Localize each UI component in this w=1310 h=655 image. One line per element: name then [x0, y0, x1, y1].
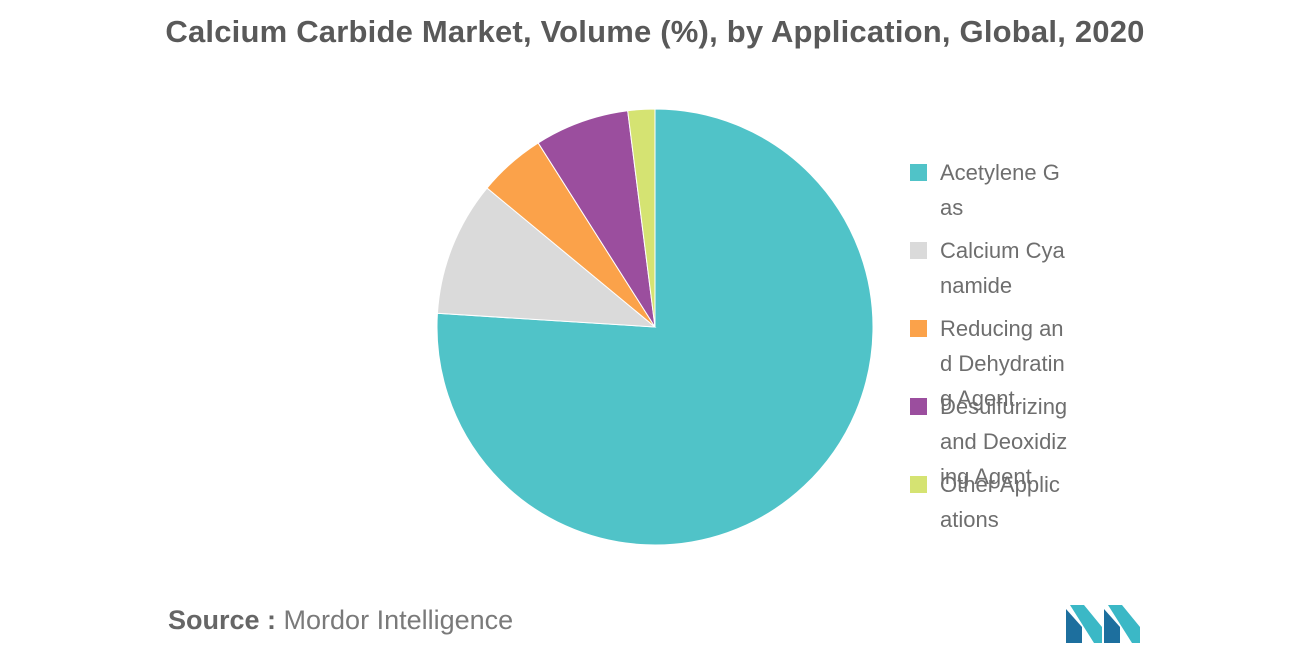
chart-title: Calcium Carbide Market, Volume (%), by A… — [165, 14, 1145, 49]
logo-shape-4 — [1108, 605, 1140, 643]
legend-swatch — [910, 320, 927, 337]
source-text: Mordor Intelligence — [283, 605, 514, 635]
legend-label: Reducing and Dehydrating Agent — [940, 316, 1065, 411]
legend-swatch — [910, 476, 927, 493]
legend-label: Calcium Cyanamide — [940, 238, 1065, 298]
pie-slice-other-applications — [627, 108, 656, 328]
pie-slice-calcium-cyanamide — [436, 187, 657, 328]
source-note: Source : Mordor Intelligence — [168, 605, 513, 636]
legend-label: Other Applications — [940, 472, 1060, 532]
mordor-intelligence-logo-icon — [1066, 605, 1140, 643]
source-label: Source : — [168, 605, 277, 635]
legend-label: Acetylene Gas — [940, 160, 1060, 220]
logo-shape-2 — [1070, 605, 1102, 643]
logo-shape-3 — [1104, 609, 1120, 643]
legend-swatch — [910, 242, 927, 259]
legend-swatch — [910, 398, 927, 415]
legend-label: Desulfurizing and Deoxidizing Agent — [940, 394, 1068, 489]
logo-shape-1 — [1066, 609, 1082, 643]
legend-swatch — [910, 164, 927, 181]
